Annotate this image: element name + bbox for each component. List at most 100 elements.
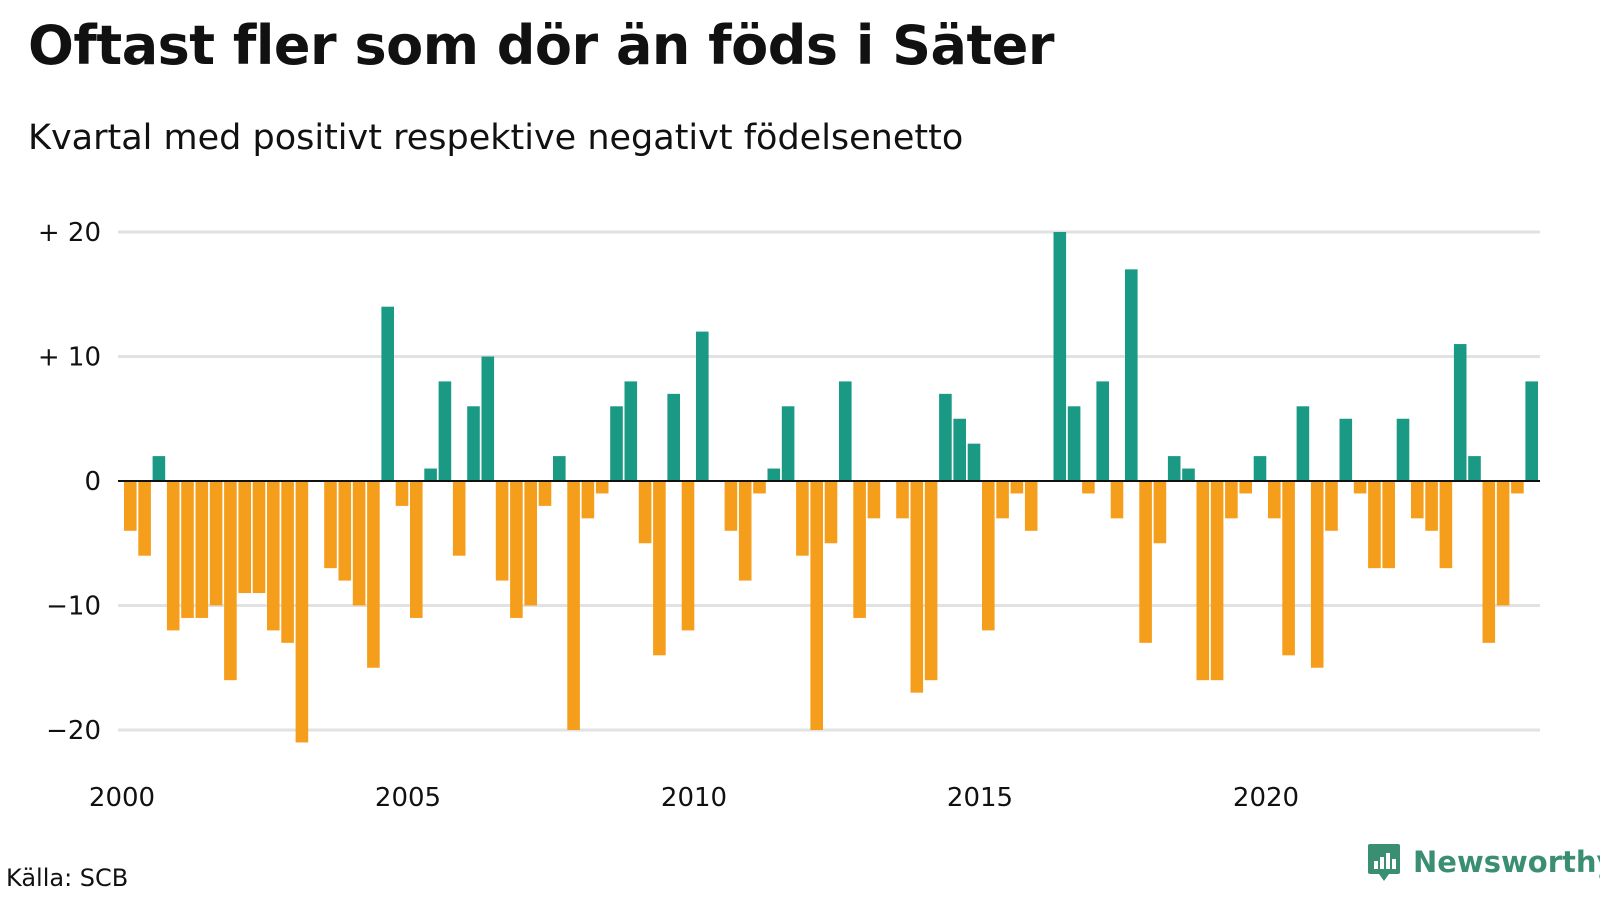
bar-negative: [195, 481, 209, 618]
bar-positive: [696, 331, 709, 481]
bar-positive: [610, 406, 623, 481]
bar-negative: [124, 481, 137, 531]
x-tick-label: 2005: [375, 783, 441, 813]
bar-negative: [1353, 481, 1367, 494]
bar-negative: [1411, 481, 1424, 519]
bar-negative: [681, 481, 695, 631]
bar-negative: [1210, 481, 1224, 681]
bar-negative: [1368, 481, 1381, 569]
bar-negative: [867, 481, 881, 519]
bar-negative: [209, 481, 223, 606]
bar-negative: [324, 481, 337, 569]
bar-negative: [224, 481, 237, 681]
bar-positive: [553, 456, 566, 481]
bar-positive: [1096, 381, 1109, 481]
bar-negative: [138, 481, 151, 556]
bar-positive: [424, 468, 437, 481]
grid-lines: [118, 230, 1540, 732]
bar-negative: [1511, 481, 1524, 494]
bar-positive: [467, 406, 480, 481]
bar-negative: [1268, 481, 1281, 519]
bar-negative: [638, 481, 652, 544]
bar-positive: [1167, 456, 1181, 481]
bar-negative: [1382, 481, 1395, 569]
bar-negative: [495, 481, 509, 581]
x-tick-label: 2020: [1233, 783, 1299, 813]
bar-positive: [1339, 418, 1353, 481]
bar-negative: [1282, 481, 1295, 656]
bar-positive: [624, 381, 638, 481]
bar-positive: [381, 306, 394, 481]
bar-negative: [1082, 481, 1095, 494]
bar-negative: [1153, 481, 1167, 544]
bar-negative: [595, 481, 609, 494]
newsworthy-logo: Newsworthy: [1367, 840, 1600, 884]
bar-positive: [1468, 456, 1481, 481]
x-tick-label: 2010: [661, 783, 727, 813]
y-tick-label: 0: [84, 467, 101, 497]
y-axis-ticks: + 20 + 10 0 −10 −20: [38, 218, 101, 746]
x-tick-label: 2015: [947, 783, 1013, 813]
bar-negative: [524, 481, 537, 606]
bar-negative: [1439, 481, 1453, 569]
bar-positive: [1453, 344, 1467, 481]
bar-positive: [1296, 406, 1310, 481]
bar-negative: [910, 481, 924, 693]
bar-negative: [267, 481, 280, 631]
bar-negative: [352, 481, 366, 606]
bar-negative: [924, 481, 938, 681]
bar-positive: [767, 468, 781, 481]
y-tick-label: −20: [46, 716, 101, 746]
bar-positive: [667, 393, 680, 481]
bar-negative: [738, 481, 752, 581]
bar-negative: [367, 481, 380, 668]
bar-negative: [853, 481, 866, 618]
bar-positive: [967, 443, 981, 481]
bar-negative: [653, 481, 666, 656]
bar-negative: [510, 481, 523, 618]
bar-positive: [1525, 381, 1538, 481]
x-tick-label: 2000: [89, 783, 155, 813]
bar-negative: [1110, 481, 1124, 519]
chart-bubble-icon: [1368, 844, 1400, 881]
y-tick-label: + 10: [38, 343, 101, 373]
bar-negative: [996, 481, 1009, 519]
x-axis-ticks: 2000 2005 2010 2015 2020: [89, 783, 1299, 813]
bar-positive: [939, 393, 952, 481]
bar-negative: [824, 481, 838, 544]
bar-negative: [1139, 481, 1152, 643]
bar-negative: [1010, 481, 1024, 494]
bar-negative: [295, 481, 309, 743]
bar-positive: [152, 456, 166, 481]
bar-positive: [781, 406, 795, 481]
chart-subtitle: Kvartal med positivt respektive negativt…: [28, 118, 964, 158]
bar-negative: [1425, 481, 1438, 531]
bar-negative: [1225, 481, 1238, 519]
bar-negative: [724, 481, 738, 531]
y-tick-label: + 20: [38, 218, 101, 248]
bar-positive: [1067, 406, 1081, 481]
bar-positive: [1182, 468, 1195, 481]
bar-negative: [567, 481, 580, 730]
bar-negative: [581, 481, 595, 519]
bar-negative: [538, 481, 552, 506]
bar-negative: [796, 481, 809, 556]
bar-negative: [810, 481, 823, 730]
bar-negative: [1325, 481, 1338, 531]
brand-name: Newsworthy: [1413, 845, 1600, 879]
bar-positive: [953, 418, 966, 481]
bar-positive: [438, 381, 452, 481]
chart-title: Oftast fler som dör än föds i Säter: [28, 14, 1055, 77]
bar-negative: [338, 481, 352, 581]
bar-negative: [1239, 481, 1252, 494]
bar-negative: [1310, 481, 1324, 668]
bar-negative: [452, 481, 466, 556]
bar-negative: [1482, 481, 1496, 643]
bar-negative: [1496, 481, 1510, 606]
bar-positive: [481, 356, 495, 481]
bar-chart: + 20 + 10 0 −10 −20 2000 2005 2010 2015 2020: [38, 218, 1540, 813]
bar-negative: [753, 481, 766, 494]
bar-positive: [1253, 456, 1267, 481]
bar-negative: [181, 481, 194, 618]
bar-negative: [1024, 481, 1038, 531]
